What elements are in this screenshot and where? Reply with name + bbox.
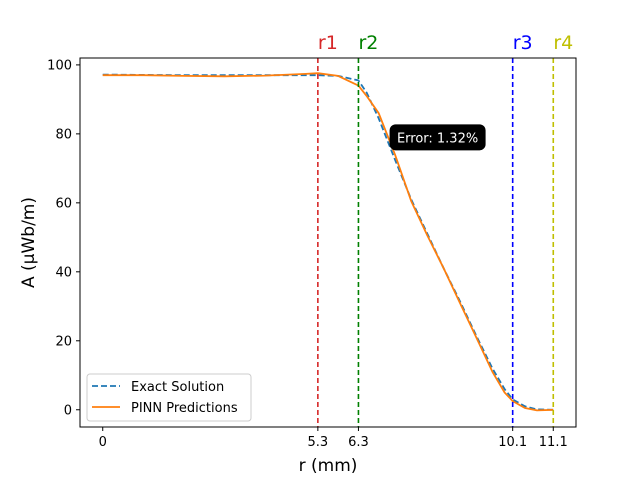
x-axis-label: r (mm) (299, 456, 358, 476)
legend-label-pinn-predictions: PINN Predictions (131, 401, 238, 416)
marker-layer: r1 r2 r3 r4 (317, 32, 573, 427)
marker-label-r1: r1 (318, 32, 338, 54)
marker-label-r2: r2 (358, 32, 378, 54)
y-tick-label: 60 (55, 196, 72, 211)
legend: Exact Solution PINN Predictions (86, 373, 252, 422)
x-tick-label: 0 (99, 435, 107, 450)
y-tick-label: 80 (55, 127, 72, 142)
x-tick-label: 5.3 (308, 435, 329, 450)
error-annotation: Error: 1.32% (389, 124, 486, 151)
tick-layer: 0 5.3 6.3 10.1 11.1 0 20 40 60 80 100 (47, 58, 568, 450)
series-layer (102, 72, 554, 412)
annotation-text: Error: 1.32% (397, 131, 478, 146)
x-tick-label: 10.1 (498, 435, 527, 450)
y-tick-label: 40 (55, 265, 72, 280)
axes-frame (79, 57, 577, 428)
annotation-box (389, 124, 486, 151)
legend-label-exact-solution: Exact Solution (131, 380, 224, 395)
x-tick-label: 11.1 (539, 435, 568, 450)
series-line-pinn-predictions (102, 72, 554, 412)
y-tick-label: 100 (47, 58, 72, 73)
y-tick-label: 0 (64, 403, 72, 418)
marker-label-r4: r4 (553, 32, 573, 54)
y-axis-label: A (μWb/m) (19, 197, 39, 288)
legend-box (86, 373, 252, 422)
y-tick-label: 20 (55, 334, 72, 349)
marker-label-r3: r3 (513, 32, 533, 54)
x-tick-label: 6.3 (348, 435, 369, 450)
